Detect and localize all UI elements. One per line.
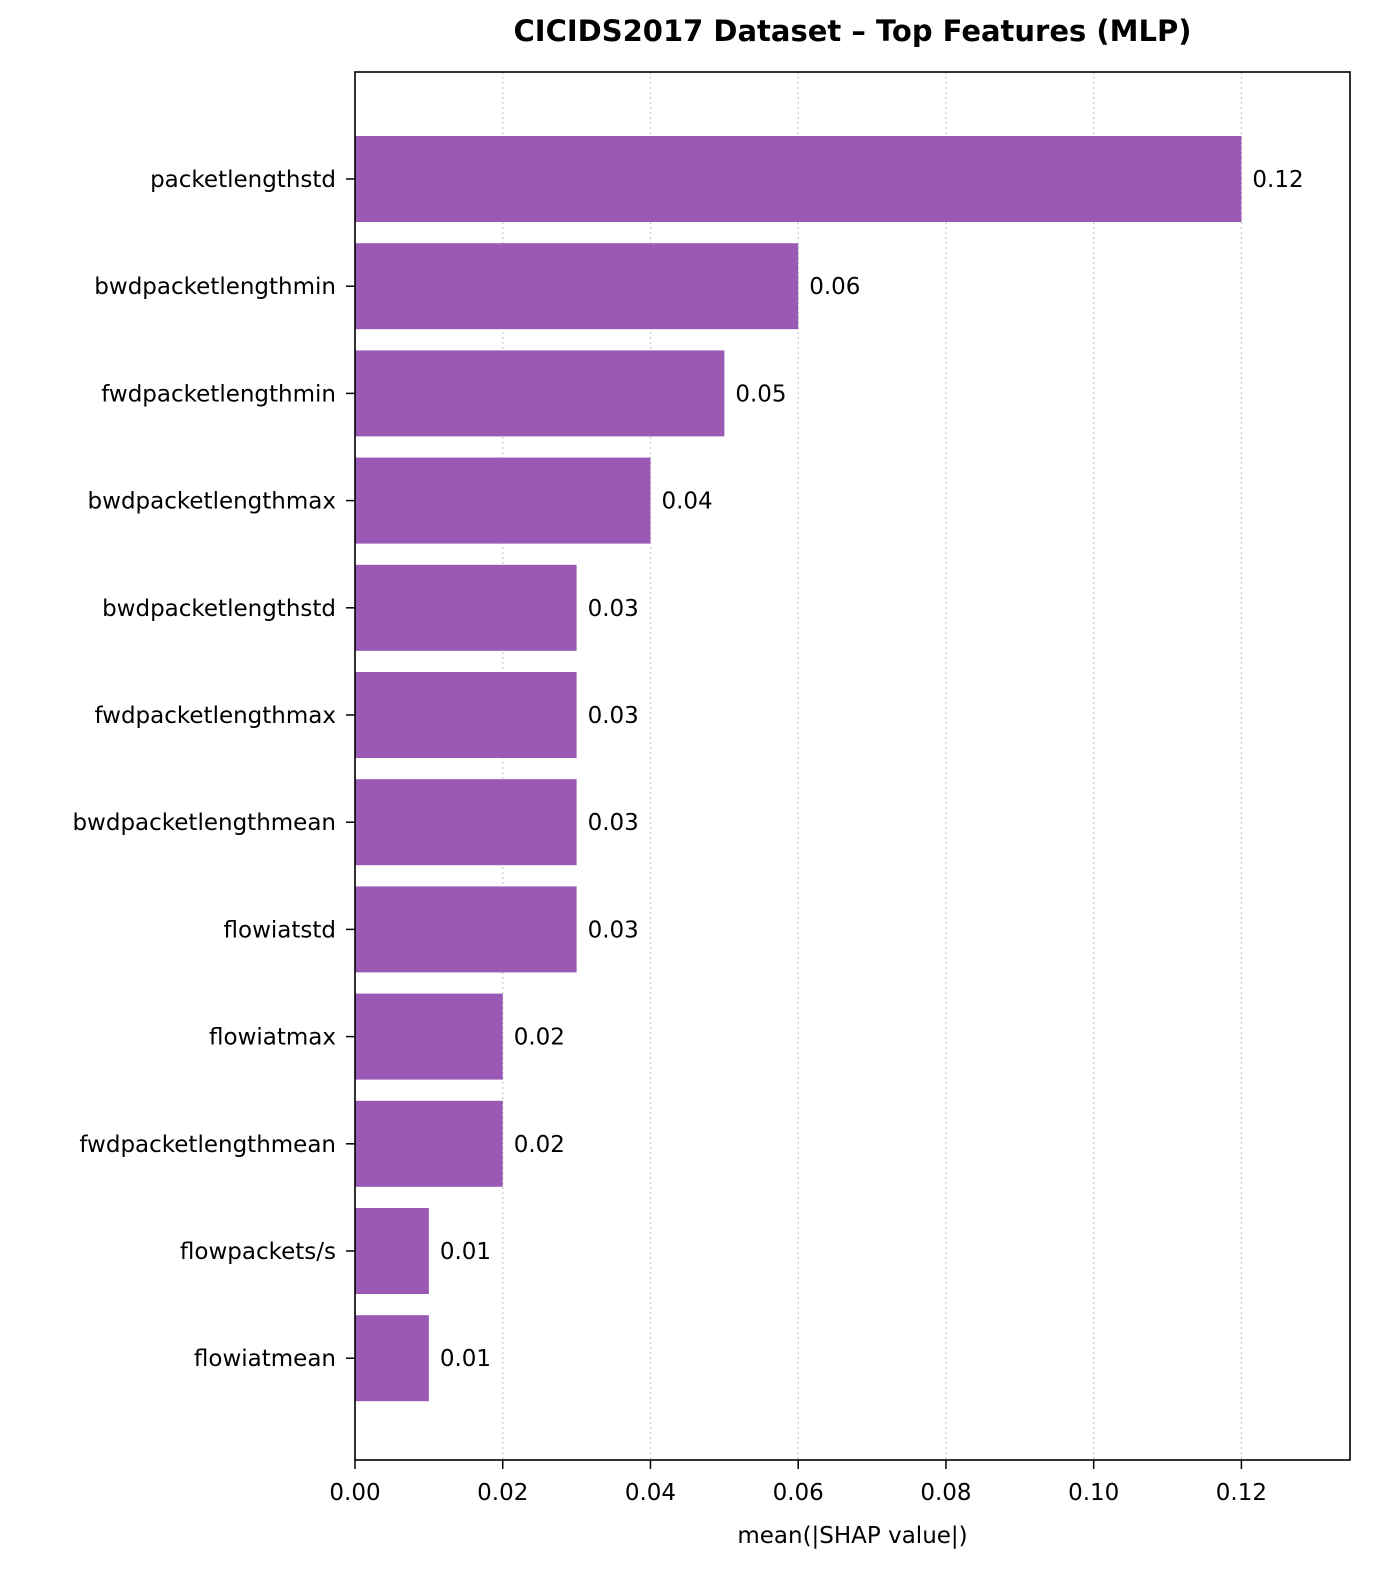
x-tick-label: 0.04	[625, 1480, 676, 1506]
y-tick-label: packetlengthstd	[150, 167, 336, 193]
x-tick-label: 0.06	[773, 1480, 824, 1506]
chart-title: CICIDS2017 Dataset – Top Features (MLP)	[513, 14, 1192, 48]
bar-value-label: 0.03	[588, 703, 639, 729]
y-tick-label: flowiatmean	[194, 1346, 336, 1372]
bar-value-label: 0.01	[440, 1346, 491, 1372]
bar	[355, 1315, 429, 1402]
x-tick-label: 0.12	[1216, 1480, 1267, 1506]
bar-value-label: 0.04	[661, 489, 712, 515]
bar	[355, 993, 503, 1080]
bar-value-label: 0.01	[440, 1239, 491, 1265]
bar	[355, 243, 799, 330]
bar	[355, 564, 577, 651]
bars	[355, 136, 1242, 1402]
bar	[355, 1208, 429, 1294]
bar-value-label: 0.02	[514, 1132, 565, 1158]
y-tick-label: fwdpacketlengthmean	[79, 1132, 336, 1158]
x-tick-label: 0.02	[477, 1480, 528, 1506]
bar-value-label: 0.12	[1252, 167, 1303, 193]
bar	[355, 136, 1242, 222]
x-tick-label: 0.00	[329, 1480, 380, 1506]
x-tick-label: 0.10	[1068, 1480, 1119, 1506]
y-tick-label: bwdpacketlengthmax	[88, 489, 336, 515]
bar	[355, 886, 577, 973]
bar	[355, 779, 577, 866]
y-tick-label: bwdpacketlengthmean	[72, 810, 336, 836]
plot-border	[354, 71, 1351, 1461]
bar-value-label: 0.03	[588, 596, 639, 622]
y-tick-label: flowpackets/s	[180, 1239, 336, 1265]
plot-frame	[346, 71, 1351, 1469]
bar-value-label: 0.06	[809, 274, 860, 300]
y-tick-label: bwdpacketlengthmin	[94, 274, 336, 300]
y-tick-label: flowiatmax	[209, 1025, 336, 1051]
bar	[355, 1100, 503, 1187]
bar-value-label: 0.03	[588, 917, 639, 943]
bar-value-label: 0.02	[514, 1025, 565, 1051]
x-tick-label: 0.08	[920, 1480, 971, 1506]
y-tick-label: fwdpacketlengthmin	[101, 381, 336, 407]
x-axis-label: mean(|SHAP value|)	[737, 1523, 967, 1549]
bar-value-label: 0.03	[588, 810, 639, 836]
bar	[355, 672, 577, 758]
bar	[355, 350, 725, 437]
y-tick-label: fwdpacketlengthmax	[94, 703, 336, 729]
bar-value-label: 0.05	[735, 381, 786, 407]
y-tick-label: flowiatstd	[224, 917, 336, 943]
bar	[355, 457, 651, 544]
labels: 0.00 0.02 0.04 0.06 0.08 0.10 0.12 0.12 packetle…	[72, 167, 1303, 1506]
y-tick-label: bwdpacketlengthstd	[102, 596, 336, 622]
